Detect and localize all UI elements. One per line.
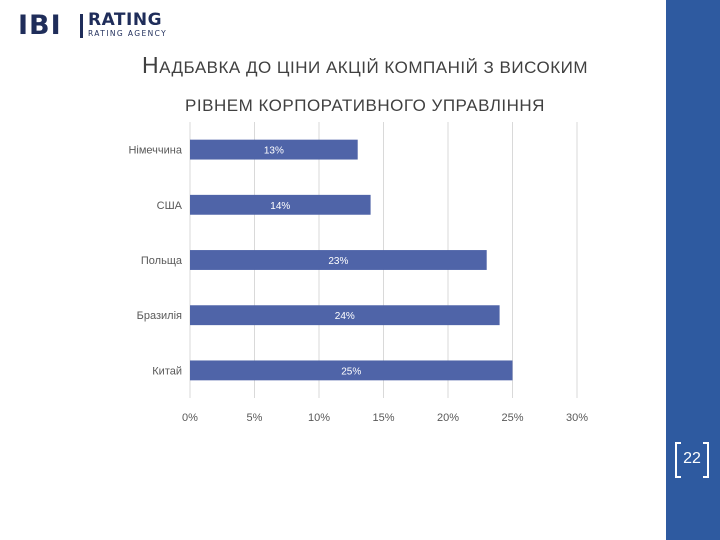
- title-line-1: НАДБАВКА ДО ЦІНИ АКЦІЙ КОМПАНІЙ З ВИСОКИ…: [60, 46, 670, 87]
- data-label-1: 14%: [270, 201, 290, 212]
- x-tick-label-3: 15%: [372, 412, 394, 424]
- title-line-2: РІВНЕМ КОРПОРАТИВНОГО УПРАВЛІННЯ: [185, 96, 545, 115]
- slide-title: НАДБАВКА ДО ЦІНИ АКЦІЙ КОМПАНІЙ З ВИСОКИ…: [60, 46, 670, 125]
- data-label-2: 23%: [328, 256, 348, 267]
- bar-3: [190, 305, 500, 326]
- bar-1: [190, 194, 371, 215]
- x-tick-label-2: 10%: [308, 412, 330, 424]
- page-number: 22: [683, 450, 701, 467]
- logo-rating-text: RATING: [88, 10, 163, 30]
- title-first-letter: Н: [142, 52, 160, 78]
- data-label-4: 25%: [341, 366, 361, 377]
- x-tick-label-6: 30%: [566, 412, 588, 424]
- x-tick-label-5: 25%: [501, 412, 523, 424]
- ibi-rating-logo: IBI RATING RATING AGENCY: [18, 10, 168, 41]
- x-tick-label-4: 20%: [437, 412, 459, 424]
- category-label-0: Німеччина: [128, 145, 182, 157]
- logo-agency-text: RATING AGENCY: [88, 29, 168, 38]
- data-label-0: 13%: [264, 146, 284, 157]
- category-label-2: Польща: [141, 255, 183, 267]
- bar-0: [190, 139, 358, 160]
- category-label-3: Бразилія: [137, 310, 182, 322]
- page-number-bracket-icon: [675, 442, 709, 478]
- title-line-1-rest: АДБАВКА ДО ЦІНИ АКЦІЙ КОМПАНІЙ З ВИСОКИМ: [159, 58, 588, 77]
- category-label-4: Китай: [152, 365, 182, 377]
- data-label-3: 24%: [335, 311, 355, 322]
- category-label-1: США: [157, 200, 183, 212]
- logo-ibi-text: IBI: [18, 10, 62, 41]
- bar-4: [190, 360, 513, 381]
- x-tick-label-1: 5%: [247, 412, 263, 424]
- logo-separator: [80, 14, 83, 38]
- bar-2: [190, 250, 487, 270]
- x-tick-label-0: 0%: [182, 412, 198, 424]
